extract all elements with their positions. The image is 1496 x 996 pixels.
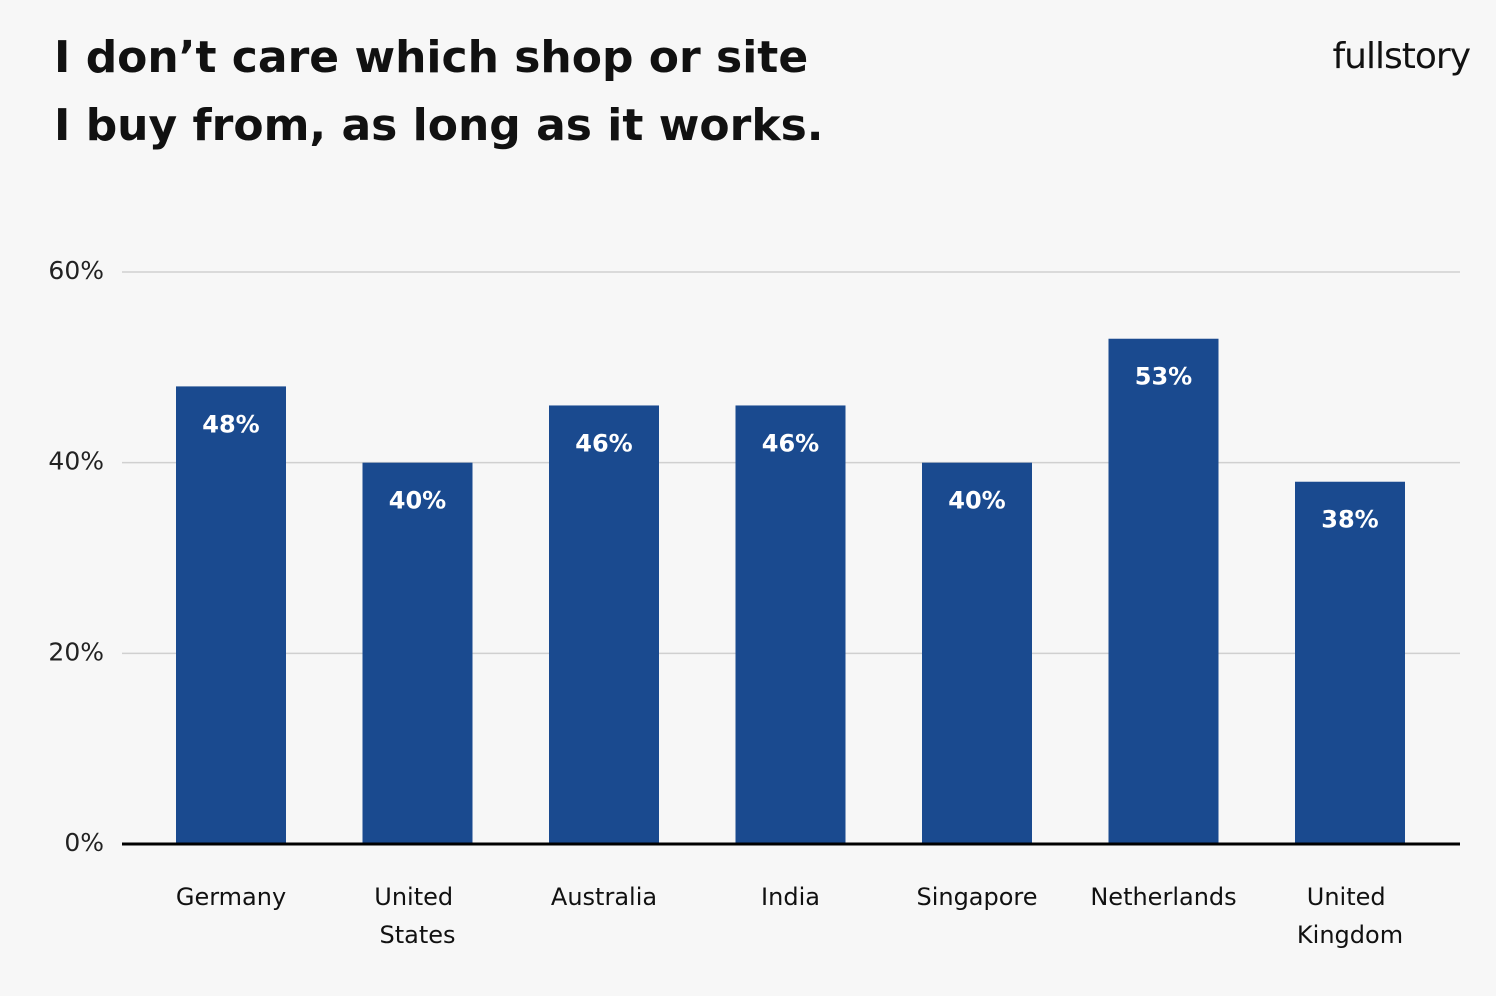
y-tick-label: 40% xyxy=(48,447,104,476)
data-label: 53% xyxy=(1135,363,1192,391)
x-tick-label: Netherlands xyxy=(1090,883,1236,911)
data-label: 38% xyxy=(1321,506,1378,534)
data-label: 40% xyxy=(389,487,446,515)
x-tick-label: United States xyxy=(374,883,460,949)
data-label: 48% xyxy=(202,410,259,438)
brand-logo: fullstory xyxy=(1333,36,1471,77)
x-tick-label: United Kingdom xyxy=(1297,883,1403,949)
bar xyxy=(1295,481,1405,844)
bar xyxy=(735,405,846,844)
x-tick-label: Singapore xyxy=(916,883,1037,911)
x-tick-label: Germany xyxy=(176,883,286,911)
y-tick-label: 0% xyxy=(64,828,104,857)
y-tick-label: 60% xyxy=(48,256,104,285)
bar xyxy=(549,405,659,844)
bar xyxy=(362,462,473,844)
x-tick-label: India xyxy=(761,883,820,911)
x-tick-label: Australia xyxy=(551,883,657,911)
chart-title: I don’t care which shop or site xyxy=(54,32,808,83)
bar xyxy=(922,462,1032,844)
data-label: 40% xyxy=(948,487,1005,515)
chart-title: I buy from, as long as it works. xyxy=(54,100,823,151)
data-label: 46% xyxy=(575,429,632,457)
bar xyxy=(176,386,286,844)
data-label: 46% xyxy=(762,429,819,457)
y-tick-label: 20% xyxy=(48,637,104,666)
bar xyxy=(1108,338,1219,844)
